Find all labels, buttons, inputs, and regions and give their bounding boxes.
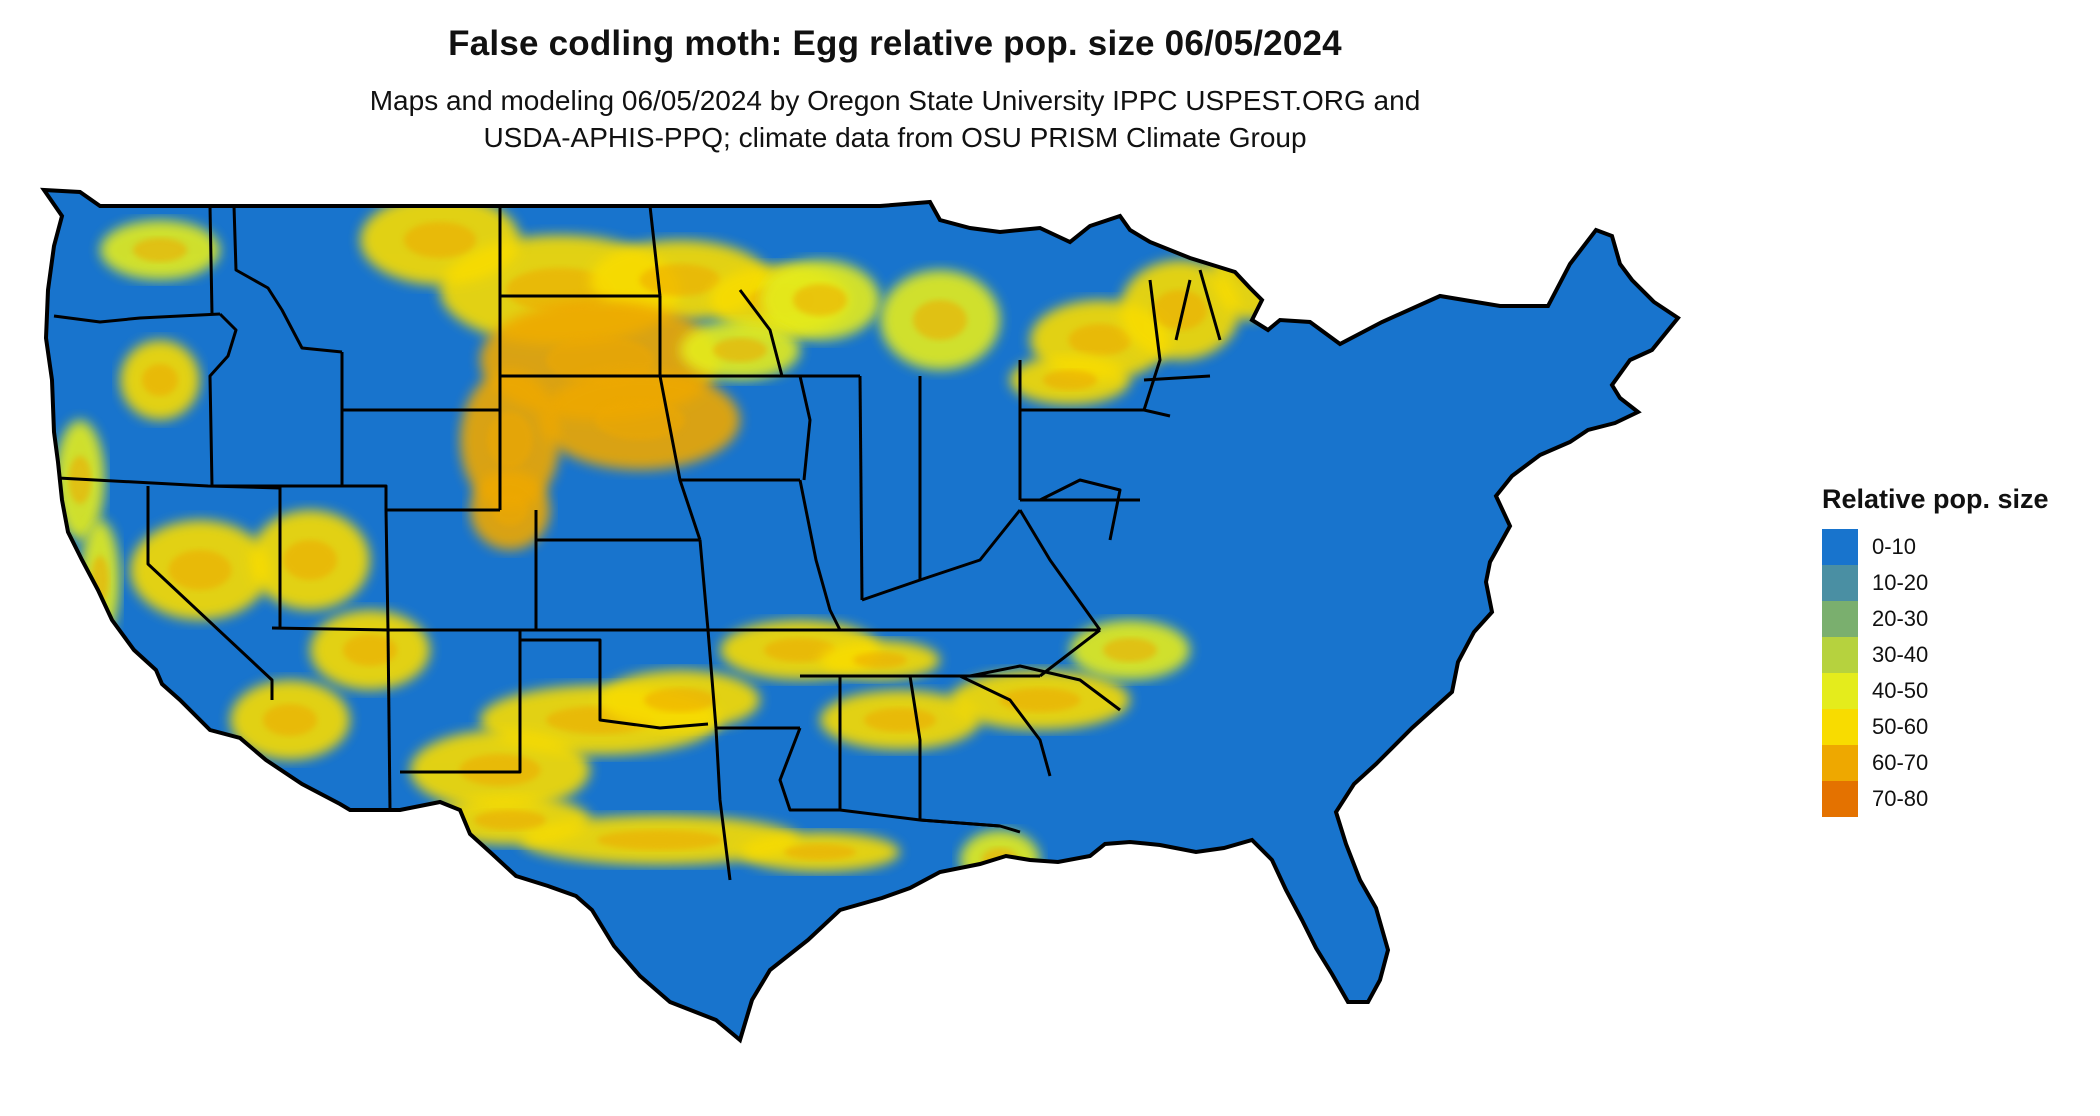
ia-il-border bbox=[798, 375, 812, 481]
legend-label: 70-80 bbox=[1872, 786, 1929, 811]
map-subtitle: Maps and modeling 06/05/2024 by Oregon S… bbox=[0, 82, 1790, 156]
hotspot-core bbox=[597, 830, 723, 850]
legend-item: 0-10 bbox=[1822, 529, 2049, 565]
az-nm-border bbox=[386, 629, 392, 811]
legend-swatch bbox=[1822, 565, 1858, 601]
legend-swatch bbox=[1822, 781, 1858, 817]
hotspot-core bbox=[713, 338, 767, 362]
la-ms-border bbox=[778, 727, 840, 812]
ca-nv-border bbox=[146, 486, 274, 700]
us-map bbox=[42, 188, 1680, 1042]
hotspot-core bbox=[133, 238, 187, 262]
hotspot-core bbox=[644, 688, 716, 712]
tx-la-border bbox=[714, 727, 732, 881]
ok-ar-border bbox=[706, 629, 718, 729]
map-legend: Relative pop. size 0-10 10-20 20-30 30-40 40… bbox=[1822, 484, 2049, 817]
legend-swatch bbox=[1822, 601, 1858, 637]
hotspot-core bbox=[1036, 924, 1064, 956]
nh-me-border bbox=[1198, 269, 1222, 341]
legend-label: 60-70 bbox=[1872, 750, 1929, 775]
al-ga-border bbox=[908, 675, 922, 820]
population-raster bbox=[44, 190, 1678, 1040]
hotspot-core bbox=[283, 540, 337, 580]
hotspot-core bbox=[595, 400, 685, 440]
legend-item: 10-20 bbox=[1822, 565, 2049, 601]
ny-vt-ma-border bbox=[1142, 279, 1162, 411]
state-boundaries bbox=[53, 205, 1222, 881]
legend-item: 40-50 bbox=[1822, 673, 2049, 709]
legend-label: 20-30 bbox=[1872, 606, 1929, 631]
subtitle-line-2: USDA-APHIS-PPQ; climate data from OSU PR… bbox=[483, 122, 1307, 153]
legend-item: 30-40 bbox=[1822, 637, 2049, 673]
legend-swatch bbox=[1822, 709, 1858, 745]
tn-nc-border bbox=[1039, 628, 1101, 678]
subtitle-line-1: Maps and modeling 06/05/2024 by Oregon S… bbox=[369, 85, 1421, 116]
hotspot-core bbox=[142, 364, 178, 396]
il-in-border bbox=[858, 375, 864, 601]
legend-title: Relative pop. size bbox=[1822, 484, 2049, 514]
hotspot-core bbox=[404, 222, 476, 258]
wy-ut-co-border bbox=[342, 484, 500, 512]
hotspot-core bbox=[1043, 370, 1097, 390]
ga-fl-border bbox=[919, 818, 1021, 834]
hotspot-core bbox=[474, 810, 546, 830]
legend-item: 20-30 bbox=[1822, 601, 2049, 637]
hotspot-florida bbox=[1020, 900, 1080, 980]
legend-swatch bbox=[1822, 529, 1858, 565]
nm-tx-border bbox=[400, 630, 522, 774]
hotspot-core bbox=[864, 708, 936, 732]
hotspot-core bbox=[343, 634, 397, 666]
map-title: False codling moth: Egg relative pop. si… bbox=[448, 24, 1342, 63]
hotspot-core bbox=[459, 754, 541, 786]
legend-label: 50-60 bbox=[1872, 714, 1929, 739]
legend-item: 50-60 bbox=[1822, 709, 2049, 745]
wa-or-border bbox=[53, 312, 221, 324]
hotspot-core bbox=[784, 844, 856, 860]
legend-label: 10-20 bbox=[1872, 570, 1929, 595]
ut-az-border bbox=[271, 626, 389, 632]
hotspot-northeast bbox=[1210, 200, 1290, 320]
legend-swatch bbox=[1822, 637, 1858, 673]
hotspot-core bbox=[793, 284, 847, 316]
nd-mn-border bbox=[648, 205, 662, 297]
wa-id-border bbox=[208, 205, 214, 315]
ut-co-border bbox=[384, 509, 390, 631]
legend-item: 70-80 bbox=[1822, 781, 2049, 817]
ga-sc-border bbox=[959, 674, 1052, 777]
hotspot-core bbox=[853, 652, 907, 668]
ny-ct-border bbox=[1143, 408, 1171, 418]
legend-label: 40-50 bbox=[1872, 678, 1929, 703]
hotspot-core bbox=[1068, 324, 1132, 356]
hotspot-core bbox=[487, 412, 533, 468]
hotspot-core bbox=[999, 688, 1081, 712]
legend-label: 0-10 bbox=[1872, 534, 1917, 559]
hotspot-core bbox=[1153, 290, 1207, 330]
ks-mo-border bbox=[698, 539, 710, 631]
legend-item: 60-70 bbox=[1822, 745, 2049, 781]
legend-swatch bbox=[1822, 745, 1858, 781]
ky-wv-va-border bbox=[1018, 509, 1102, 631]
hotspot-core bbox=[168, 550, 232, 590]
ma-ct-ri-border bbox=[1143, 374, 1211, 382]
il-ky-border bbox=[861, 509, 1022, 602]
hotspot-core bbox=[764, 638, 836, 662]
wv-va-border bbox=[1039, 478, 1122, 541]
mn-wi-border bbox=[738, 289, 784, 377]
ok-tx-border bbox=[520, 638, 709, 730]
or-id-border bbox=[208, 312, 238, 487]
legend-label: 30-40 bbox=[1872, 642, 1929, 667]
mo-il-border bbox=[798, 479, 842, 631]
hotspot-core bbox=[1103, 638, 1157, 662]
hotspot-core bbox=[913, 300, 967, 340]
hotspot-core bbox=[263, 704, 317, 736]
vt-nh-border bbox=[1174, 279, 1192, 341]
id-mt-border bbox=[232, 205, 343, 354]
hotspot-core bbox=[639, 264, 721, 296]
nc-sc-border bbox=[969, 664, 1121, 712]
legend-swatch bbox=[1822, 673, 1858, 709]
